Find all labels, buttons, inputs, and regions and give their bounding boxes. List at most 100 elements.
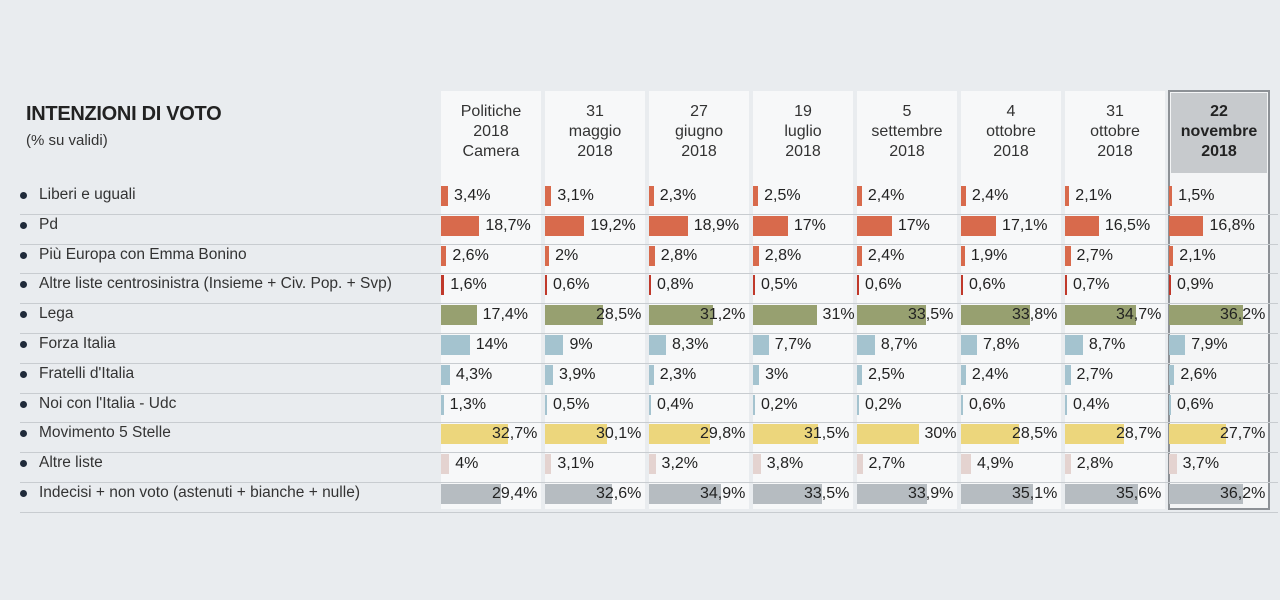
column-header: 4 ottobre 2018 bbox=[961, 102, 1061, 166]
data-label: 2,3% bbox=[659, 187, 697, 204]
row-separator bbox=[20, 244, 1278, 245]
data-label: 2,4% bbox=[867, 247, 905, 264]
row-label-text: Più Europa con Emma Bonino bbox=[39, 246, 247, 263]
data-bar bbox=[545, 246, 550, 266]
data-label: 2,8% bbox=[1076, 455, 1114, 472]
data-bar bbox=[961, 275, 963, 295]
data-label: 3,4% bbox=[453, 187, 491, 204]
data-label: 31,5% bbox=[804, 425, 850, 442]
bullet-icon bbox=[20, 280, 27, 288]
bullet-icon bbox=[20, 489, 27, 497]
data-label: 2,7% bbox=[1076, 247, 1113, 264]
data-bar bbox=[441, 246, 447, 266]
data-bar bbox=[857, 424, 919, 444]
data-label: 7,9% bbox=[1191, 336, 1228, 353]
column-header-line: 2018 bbox=[473, 123, 509, 140]
column-header-line: 2018 bbox=[681, 143, 717, 160]
data-label: 0,2% bbox=[865, 396, 902, 413]
data-bar bbox=[753, 305, 817, 325]
data-bar bbox=[441, 275, 445, 295]
data-label: 3,1% bbox=[557, 455, 594, 472]
row-separator bbox=[20, 482, 1278, 483]
data-bar bbox=[961, 454, 971, 474]
column-header-line: ottobre bbox=[986, 123, 1036, 140]
data-bar bbox=[857, 246, 862, 266]
data-label: 35,6% bbox=[1116, 485, 1162, 502]
data-bar bbox=[857, 365, 863, 385]
column-header-line: giugno bbox=[674, 123, 724, 140]
data-label: 32,7% bbox=[492, 425, 538, 442]
data-label: 0,8% bbox=[657, 276, 694, 293]
data-label: 17,1% bbox=[1002, 217, 1048, 234]
data-bar bbox=[961, 395, 963, 415]
row-label: Noi con l'Italia - Udc bbox=[20, 394, 176, 414]
data-bar bbox=[545, 216, 585, 236]
data-label: 0,9% bbox=[1177, 276, 1214, 293]
row-separator bbox=[20, 333, 1278, 334]
data-label: 3,1% bbox=[557, 187, 594, 204]
data-bar bbox=[1065, 216, 1099, 236]
column-header-line: 2018 bbox=[889, 143, 925, 160]
data-bar bbox=[545, 335, 564, 355]
column-header-line: ottobre bbox=[1090, 123, 1140, 140]
column-header-line: 2018 bbox=[993, 143, 1029, 160]
data-label: 4% bbox=[455, 455, 479, 472]
data-label: 4,3% bbox=[455, 366, 493, 383]
data-label: 8,7% bbox=[880, 336, 918, 353]
bullet-icon bbox=[20, 459, 27, 467]
column-header: 22 novembre 2018 bbox=[1169, 102, 1269, 166]
row-label: Lega bbox=[20, 304, 73, 324]
data-label: 17% bbox=[897, 217, 930, 234]
data-label: 0,6% bbox=[969, 396, 1006, 413]
data-label: 18,9% bbox=[693, 217, 740, 234]
data-bar bbox=[649, 395, 651, 415]
data-label: 8,7% bbox=[1088, 336, 1126, 353]
data-bar bbox=[857, 186, 862, 206]
column-header: 19 luglio 2018 bbox=[753, 102, 853, 166]
data-label: 28,5% bbox=[596, 306, 642, 323]
data-label: 28,7% bbox=[1116, 425, 1162, 442]
data-bar bbox=[1065, 246, 1071, 266]
data-bar bbox=[753, 395, 755, 415]
data-label: 4,9% bbox=[977, 455, 1014, 472]
data-bar bbox=[1169, 335, 1186, 355]
row-label: Altre liste centrosinistra (Insieme + Ci… bbox=[20, 274, 392, 294]
row-label-text: Altre liste centrosinistra (Insieme + Ci… bbox=[39, 275, 392, 292]
row-separator bbox=[20, 214, 1278, 215]
data-label: 33,9% bbox=[908, 485, 954, 502]
column-header-line: 31 bbox=[586, 103, 604, 120]
data-label: 3,2% bbox=[661, 455, 699, 472]
row-label-text: Liberi e uguali bbox=[39, 186, 136, 203]
data-bar bbox=[545, 305, 604, 325]
column-header: 5 settembre 2018 bbox=[857, 102, 957, 166]
data-bar bbox=[1169, 305, 1244, 325]
data-label: 28,5% bbox=[1012, 425, 1058, 442]
data-label: 2,3% bbox=[659, 366, 697, 383]
data-label: 35,1% bbox=[1012, 485, 1058, 502]
data-label: 2,7% bbox=[1076, 366, 1113, 383]
data-label: 7,7% bbox=[774, 336, 812, 353]
data-label: 14% bbox=[475, 336, 508, 353]
row-label: Più Europa con Emma Bonino bbox=[20, 245, 247, 265]
row-label: Movimento 5 Stelle bbox=[20, 423, 171, 443]
data-label: 2,4% bbox=[971, 187, 1009, 204]
row-label-text: Altre liste bbox=[39, 454, 103, 471]
data-label: 19,2% bbox=[590, 217, 636, 234]
column-header-line: luglio bbox=[784, 123, 822, 140]
data-bar bbox=[649, 484, 721, 504]
data-label: 0,6% bbox=[865, 276, 902, 293]
column-header-line: 27 bbox=[690, 103, 708, 120]
data-bar bbox=[1169, 216, 1204, 236]
data-bar bbox=[857, 305, 926, 325]
data-bar bbox=[753, 454, 761, 474]
data-bar bbox=[545, 365, 553, 385]
row-separator bbox=[20, 393, 1278, 394]
data-label: 0,2% bbox=[761, 396, 798, 413]
data-bar bbox=[545, 484, 612, 504]
data-bar bbox=[753, 484, 822, 504]
data-bar bbox=[545, 186, 552, 206]
bullet-icon bbox=[20, 191, 27, 199]
row-label-text: Movimento 5 Stelle bbox=[39, 424, 171, 441]
row-label-text: Indecisi + non voto (astenuti + bianche … bbox=[39, 484, 360, 501]
data-label: 30,1% bbox=[596, 425, 642, 442]
